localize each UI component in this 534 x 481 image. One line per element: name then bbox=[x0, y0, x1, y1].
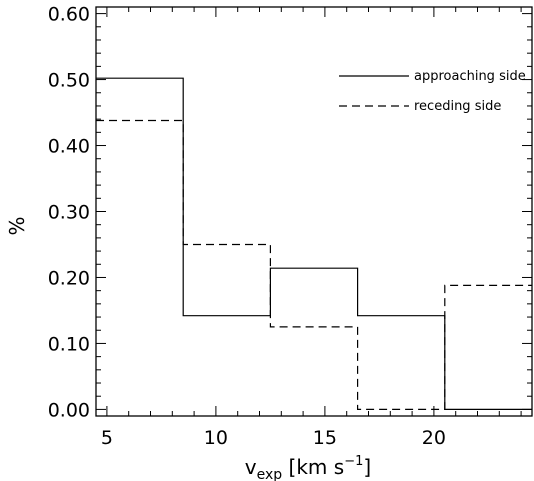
y-axis-title: % bbox=[5, 216, 29, 235]
axis-ticks bbox=[96, 7, 532, 416]
y-tick-label: 0.20 bbox=[48, 267, 90, 289]
x-tick-label: 5 bbox=[101, 427, 113, 449]
series-line-approaching-side bbox=[96, 77, 532, 410]
x-axis-title-unit-close: ] bbox=[363, 455, 371, 479]
x-tick-labels: 5 10 15 20 bbox=[101, 427, 446, 449]
y-tick-labels: 0.00 0.10 0.20 0.30 0.40 0.50 0.60 bbox=[48, 4, 90, 422]
x-tick-label: 10 bbox=[204, 427, 228, 449]
series-layer bbox=[96, 77, 532, 410]
y-tick-label: 0.60 bbox=[48, 4, 90, 26]
y-tick-label: 0.10 bbox=[48, 333, 90, 355]
x-tick-label: 15 bbox=[313, 427, 337, 449]
plot-frame bbox=[95, 6, 533, 417]
y-tick-label: 0.40 bbox=[48, 136, 90, 158]
x-axis-title-unit: [km s bbox=[282, 455, 344, 479]
legend-label-receding-side: receding side bbox=[414, 99, 501, 114]
x-axis-title-base: v bbox=[245, 455, 257, 479]
x-tick-label: 20 bbox=[422, 427, 446, 449]
legend-label-approaching-side: approaching side bbox=[414, 69, 526, 84]
series-line-receding-side bbox=[96, 119, 532, 410]
legend: approaching side receding side bbox=[339, 69, 526, 114]
x-axis-title-subscript: exp bbox=[257, 467, 283, 481]
x-axis-title: vexp [km s−1] bbox=[245, 454, 371, 481]
y-tick-label: 0.30 bbox=[48, 202, 90, 224]
y-tick-label: 0.00 bbox=[48, 399, 90, 421]
x-axis-title-unit-exponent: −1 bbox=[344, 454, 363, 469]
y-tick-label: 0.50 bbox=[48, 70, 90, 92]
